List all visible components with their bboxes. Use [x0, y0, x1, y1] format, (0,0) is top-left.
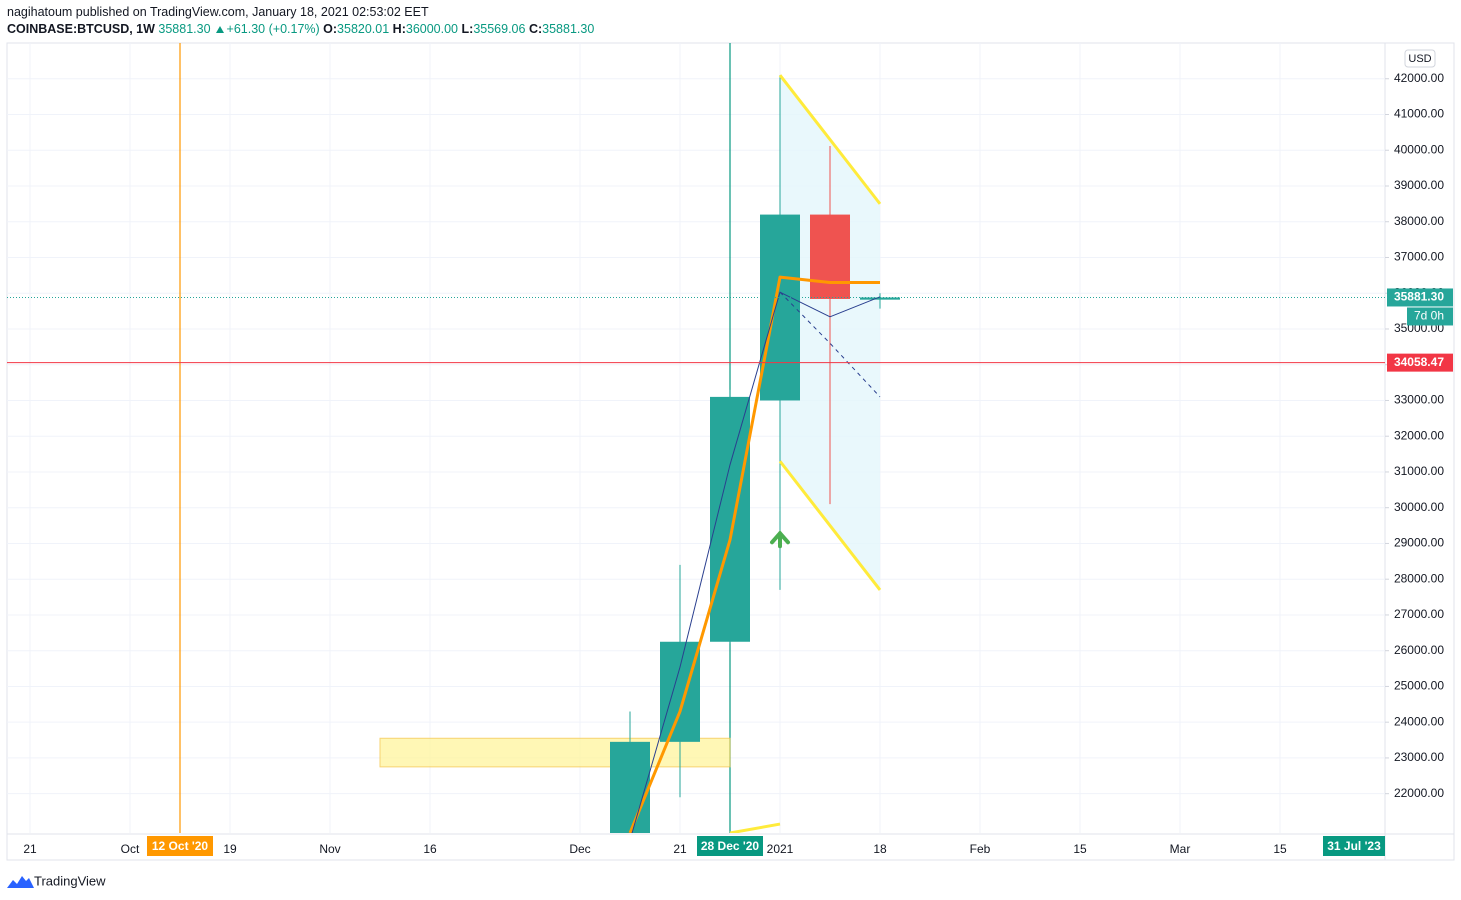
zone [379, 737, 731, 768]
up-icon [215, 26, 224, 33]
x-label-box [697, 836, 763, 856]
x-tick-label: Dec [569, 842, 590, 856]
ohlc-fields: O:35820.01 H:36000.00 L:35569.06 C:35881… [323, 22, 594, 36]
y-tick-label: 29000.00 [1394, 536, 1444, 550]
x-tick-label: 21 [673, 842, 687, 856]
overlay-line [628, 275, 880, 833]
x-tick-label: 31 Jul '23 [1327, 839, 1381, 853]
arrow-up [770, 530, 790, 549]
x-tick-label: 19 [223, 842, 237, 856]
currency-box [1404, 49, 1436, 68]
symbol-line: COINBASE:BTCUSD, 1W 35881.30 +61.30 (+0.1… [7, 21, 594, 38]
x-label-box [1323, 836, 1385, 856]
y-tick-label: 24000.00 [1394, 714, 1444, 728]
y-tick-label: 26000.00 [1394, 643, 1444, 657]
brand: TradingView [34, 873, 106, 888]
x-tick-label: 16 [423, 842, 437, 856]
overlay-line [779, 291, 881, 398]
field-value: 35569.06 [473, 22, 526, 36]
price-label: 35881.30 [1394, 290, 1444, 304]
price-label: 34058.47 [1394, 355, 1444, 369]
y-tick-label: 38000.00 [1394, 214, 1444, 228]
y-tick-label: 41000.00 [1394, 107, 1444, 121]
overlay-line [778, 460, 882, 591]
x-tick-label: Nov [319, 842, 340, 856]
x-tick-label: 12 Oct '20 [152, 839, 209, 853]
y-tick-label: 40000.00 [1394, 142, 1444, 156]
candle-body [760, 214, 800, 401]
overlay-line [778, 74, 882, 205]
axes: 22000.00 23000.00 24000.00 25000.00 26000.00… [23, 71, 1453, 856]
countdown: 7d 0h [1414, 309, 1444, 323]
x-tick-label: 21 [23, 842, 37, 856]
x-tick-label: 2021 [767, 842, 794, 856]
y-tick-label: 27000.00 [1394, 607, 1444, 621]
x-tick-label: 18 [873, 842, 887, 856]
y-tick-label: 25000.00 [1394, 679, 1444, 693]
field-value: 35881.30 [542, 22, 595, 36]
change: +61.30 (+0.17%) [226, 22, 320, 36]
field-label: H: [392, 22, 406, 36]
field-label: L: [461, 22, 474, 36]
logo: TradingView [7, 873, 106, 888]
y-tick-label: 32000.00 [1394, 428, 1444, 442]
y-tick-label: 37000.00 [1394, 250, 1444, 264]
x-label-box [147, 836, 213, 856]
field-label: O: [323, 22, 338, 36]
candle-body [710, 396, 750, 642]
y-tick-label: 30000.00 [1394, 500, 1444, 514]
price-box [1387, 288, 1453, 307]
candle-body [810, 214, 850, 299]
y-tick-label: 23000.00 [1394, 750, 1444, 764]
x-tick-label: 15 [1273, 842, 1287, 856]
candle-body [860, 297, 900, 300]
overlay-line [729, 822, 781, 833]
y-tick-label: 28000.00 [1394, 571, 1444, 585]
x-tick-label: Mar [1170, 842, 1191, 856]
field-label: C: [528, 22, 543, 36]
x-tick-label: Oct [121, 842, 140, 856]
field-value: 36000.00 [405, 22, 459, 36]
plot [7, 43, 1385, 833]
header: nagihatoum published on TradingView.com,… [7, 4, 594, 38]
candle-body [660, 641, 700, 742]
candle-body [610, 741, 650, 833]
y-tick-label: 42000.00 [1394, 71, 1444, 85]
y-tick-label: 22000.00 [1394, 786, 1444, 800]
y-tick-label: 39000.00 [1394, 178, 1444, 192]
countdown-box [1407, 307, 1453, 326]
price-box [1387, 353, 1453, 372]
x-tick-label: Feb [970, 842, 991, 856]
last-price: 35881.30 [158, 22, 211, 36]
title: nagihatoum published on TradingView.com,… [7, 5, 429, 19]
currency: USD [1408, 53, 1431, 65]
overlay-line [631, 291, 881, 833]
field-value: 35820.01 [337, 22, 390, 36]
x-tick-label: 15 [1073, 842, 1087, 856]
symbol: COINBASE:BTCUSD, 1W [7, 22, 155, 36]
y-tick-label: 33000.00 [1394, 393, 1444, 407]
x-tick-label: 28 Dec '20 [701, 839, 760, 853]
logo-icon [7, 876, 34, 888]
y-tick-label: 31000.00 [1394, 464, 1444, 478]
